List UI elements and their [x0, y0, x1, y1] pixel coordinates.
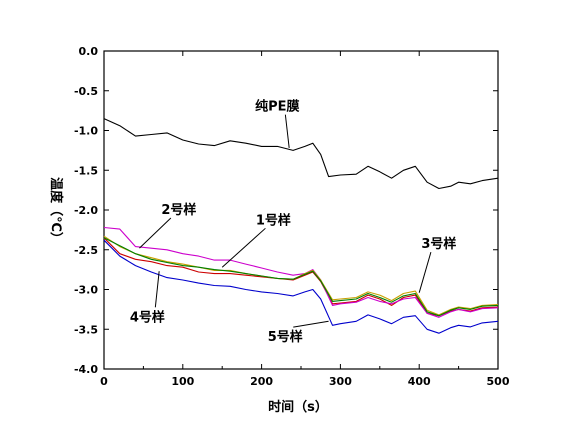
x-tick-label: 100	[171, 375, 194, 388]
x-tick-label: 300	[329, 375, 352, 388]
y-tick-label: -4.0	[74, 363, 98, 376]
annotation-label: 5号样	[268, 329, 303, 345]
y-axis-title: 温度（℃）	[48, 177, 64, 245]
annotations: 纯PE膜 1号样 2号样 3号样 4号样 5号样	[130, 99, 457, 346]
y-tick-label: -0.5	[74, 85, 98, 98]
annotation-leader	[284, 114, 290, 149]
series-line-6	[103, 239, 499, 334]
x-tick-label: 0	[100, 375, 108, 388]
y-tick-label: -3.5	[74, 323, 98, 336]
axis-ticks	[103, 50, 499, 370]
x-tick-label: 400	[408, 375, 431, 388]
annotation-leader	[221, 227, 266, 268]
series-lines	[103, 118, 499, 334]
x-tick-label: 200	[250, 375, 273, 388]
x-tick-label: 500	[487, 375, 510, 388]
x-axis-title: 时间（s）	[268, 399, 328, 415]
series-line-1	[103, 118, 499, 190]
y-tick-label: -2.5	[74, 244, 98, 257]
annotation-label: 3号样	[421, 236, 456, 252]
annotation-leader	[418, 252, 432, 293]
annotation-leader	[139, 217, 172, 249]
annotation-leader	[293, 320, 329, 328]
y-tick-label: -2.0	[74, 204, 98, 217]
annotation-label: 2号样	[161, 202, 196, 218]
annotation-label: 4号样	[130, 309, 165, 325]
y-tick-label: -1.5	[74, 164, 98, 177]
annotation-leader	[154, 271, 160, 308]
y-tick-label: -3.0	[74, 284, 98, 297]
y-tick-label: 0.0	[79, 45, 99, 58]
annotation-label: 纯PE膜	[255, 99, 299, 115]
y-tick-label: -1.0	[74, 125, 98, 138]
annotation-label: 1号样	[256, 212, 291, 228]
series-line-5	[103, 237, 499, 317]
axis-tick-labels: 0 100 200 300 400 500 0.0 -0.5 -1.0 -1.5 -2.0 -2.5 -…	[74, 45, 510, 388]
